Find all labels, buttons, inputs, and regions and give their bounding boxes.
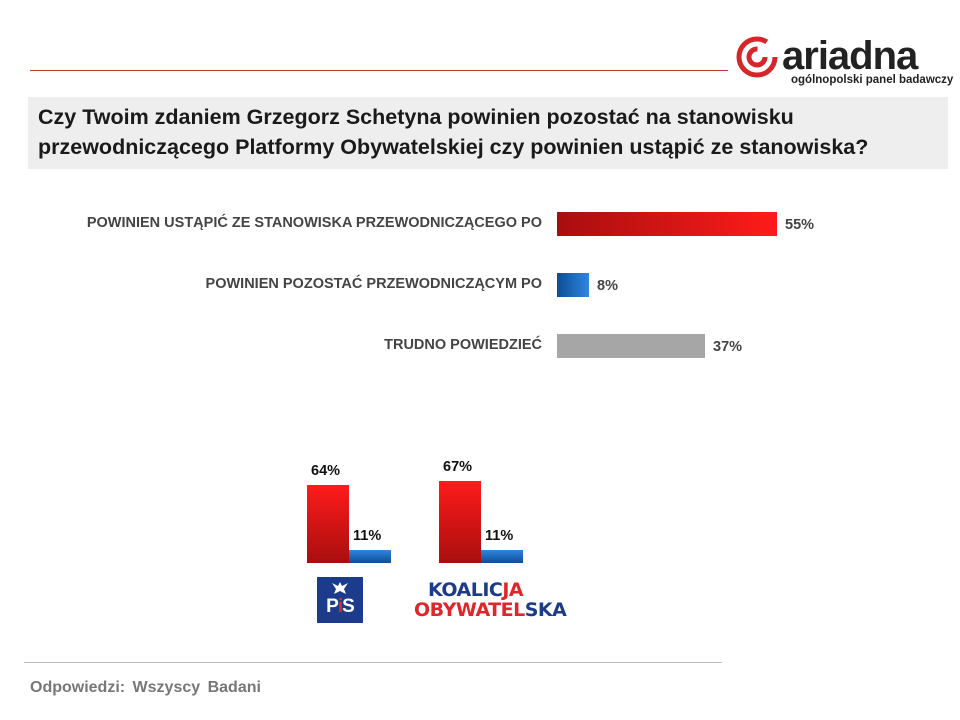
- pis-value-stay: 11%: [353, 527, 382, 544]
- pis-bar-resign: [307, 484, 349, 563]
- ko-text-ja: JA: [502, 579, 524, 601]
- bar-label-hard-to-say: TRUDNO POWIEDZIEĆ: [384, 337, 542, 353]
- pis-bar-stay: [349, 549, 391, 563]
- ko-text-koalic: KOALIC: [428, 579, 503, 601]
- logo-wordmark: ariadna: [782, 34, 918, 78]
- pis-letter-i: i: [337, 596, 343, 617]
- ariadna-logo: ariadna ogólnopolski panel badawczy: [736, 34, 954, 88]
- footer-note: Odpowiedzi: Wszyscy Badani: [30, 679, 261, 696]
- bar-value-resign: 55%: [785, 217, 815, 233]
- ko-text-ska: SKA: [524, 599, 567, 621]
- party-bar-chart: 64% 11% 67% 11%: [290, 440, 570, 570]
- question-panel: Czy Twoim zdaniem Grzegorz Schetyna powi…: [28, 97, 948, 169]
- bar-label-resign: POWINIEN USTĄPIĆ ZE STANOWISKA PRZEWODNI…: [86, 215, 542, 231]
- pis-letter-p: P: [326, 596, 339, 617]
- pis-logo: PiS: [317, 577, 363, 623]
- ko-bar-stay: [481, 549, 523, 563]
- ko-value-stay: 11%: [485, 527, 514, 544]
- pis-value-resign: 64%: [311, 462, 341, 479]
- ko-logo-line2: OBYWATELSKA: [414, 599, 567, 621]
- footer-rule: [24, 662, 722, 663]
- question-text: Czy Twoim zdaniem Grzegorz Schetyna powi…: [38, 105, 869, 159]
- pis-letters: PiS: [317, 596, 363, 618]
- ko-value-resign: 67%: [443, 459, 473, 476]
- bar-hard-to-say: [557, 334, 705, 358]
- eagle-icon: [332, 582, 348, 594]
- ko-logo-line1: KOALICJA: [414, 580, 554, 600]
- bar-label-stay: POWINIEN POZOSTAĆ PRZEWODNICZĄCYM PO: [205, 276, 542, 292]
- bar-resign: [557, 212, 777, 236]
- bar-value-hard-to-say: 37%: [713, 339, 743, 355]
- ko-text-obywatel: OBYWATEL: [414, 599, 525, 621]
- logo-tagline: ogólnopolski panel badawczy: [791, 74, 954, 86]
- pis-letter-s: S: [342, 596, 355, 617]
- bar-value-stay: 8%: [597, 278, 618, 294]
- header-rule: [30, 70, 728, 71]
- ariadna-spiral-icon: [736, 36, 778, 78]
- bar-stay: [557, 273, 589, 297]
- ko-bar-resign: [439, 481, 481, 563]
- ko-logo: KOALICJA OBYWATELSKA: [414, 580, 567, 624]
